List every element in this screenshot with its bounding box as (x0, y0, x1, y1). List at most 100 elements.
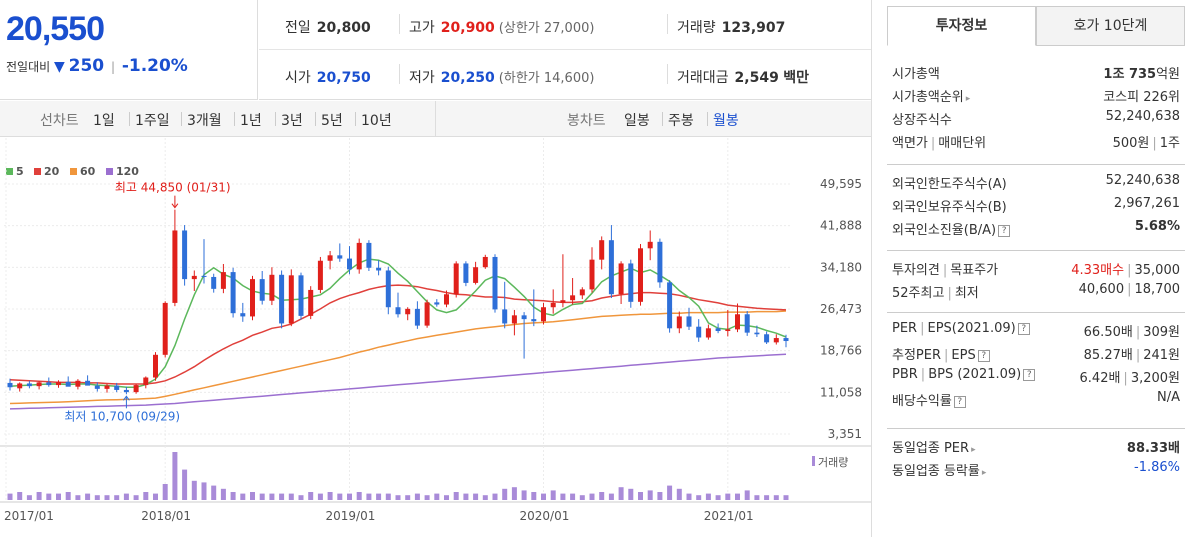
volume-bar (75, 495, 81, 500)
period-2[interactable]: 3개월 (187, 113, 222, 129)
volume-bar (191, 480, 197, 500)
investment-info-panel: 투자정보 호가 10단계 시가총액 1조 735억원 시가총액순위 ▸ 코스피 226위… (871, 0, 1192, 537)
volume-bar (279, 493, 285, 500)
tab-order-book[interactable]: 호가 10단계 (1036, 6, 1185, 46)
stat-low: 저가 20,250 (하한가 14,600) (409, 70, 595, 86)
candle-1[interactable]: 주봉 (668, 113, 694, 129)
change-value: 250 (68, 56, 105, 76)
legend-label-20: 20 (44, 165, 60, 178)
legend-swatch-20 (34, 168, 41, 175)
y-tick-6: 3,351 (828, 427, 862, 441)
ma60-line (9, 310, 787, 405)
volume-bar (85, 493, 91, 500)
period-1[interactable]: 1주일 (135, 113, 170, 129)
candle-body (317, 260, 323, 290)
candle-body (453, 263, 459, 295)
chevron-right-icon[interactable]: ▸ (981, 468, 987, 478)
candle-body (424, 302, 430, 326)
stat-volume: 거래량 123,907 (677, 20, 786, 36)
info-group-5: 동일업종 PER ▸ 88.33배 동일업종 등락률 ▸ -1.86% (887, 428, 1185, 480)
candle-body (696, 326, 702, 338)
period-3[interactable]: 1년 (240, 113, 262, 129)
candle-body (279, 274, 285, 324)
candle-body (191, 275, 197, 280)
volume-bar (638, 492, 643, 500)
info-row: 외국인한도주식수(A) 52,240,638 (892, 173, 1180, 192)
volume-bar (26, 495, 32, 500)
legend-label-5: 5 (16, 165, 24, 178)
legend-swatch-120 (106, 168, 113, 175)
volume-bar (201, 482, 207, 500)
help-icon[interactable]: ? (953, 395, 966, 408)
candle-body (783, 338, 789, 342)
candle-body (7, 382, 13, 388)
volume-bar (356, 492, 362, 500)
help-icon[interactable]: ? (1017, 322, 1030, 335)
info-row: 추정PER | EPS? 85.27배 | 241원 (892, 348, 1180, 363)
candle-body (405, 308, 411, 315)
candle-body (599, 240, 605, 260)
volume-bar (579, 495, 585, 500)
candle-body (172, 230, 178, 303)
volume-bar (599, 492, 605, 500)
volume-bar (492, 493, 498, 500)
candle-body (395, 307, 401, 315)
period-6[interactable]: 10년 (361, 113, 392, 129)
candle-body (36, 382, 42, 387)
volume-bar (589, 493, 595, 500)
volume-bar (220, 488, 226, 500)
help-icon[interactable]: ? (998, 224, 1011, 237)
volume-bar (133, 495, 139, 500)
x-tick-1: 2018/01 (141, 509, 191, 523)
candle-body (647, 241, 653, 249)
volume-bar (259, 493, 265, 500)
candle-body (414, 308, 420, 326)
volume-bar (773, 495, 779, 500)
chevron-right-icon[interactable]: ▸ (965, 94, 971, 104)
volume-bar (153, 493, 158, 500)
volume-bar (754, 495, 760, 500)
info-row: 액면가 | 매매단위 500원 | 1주 (892, 136, 1180, 151)
help-icon[interactable]: ? (977, 349, 990, 362)
candle-chart-label: 봉차트 (567, 113, 606, 129)
period-5[interactable]: 5년 (321, 113, 343, 129)
volume-bar (735, 493, 740, 500)
candle-body (638, 248, 643, 302)
volume-bar (327, 492, 333, 500)
candle-body (511, 315, 517, 324)
period-0[interactable]: 1일 (93, 113, 115, 129)
volume-bar (405, 495, 411, 500)
candle-0[interactable]: 일봉 (624, 113, 650, 129)
tab-investment-info[interactable]: 투자정보 (887, 6, 1036, 46)
volume-bar (725, 493, 731, 500)
volume-bar (298, 495, 304, 500)
y-tick-2: 34,180 (820, 260, 862, 274)
volume-bar (230, 492, 236, 500)
chevron-right-icon[interactable]: ▸ (971, 445, 976, 455)
candle-body (182, 230, 188, 280)
candle-body (327, 255, 333, 261)
info-row: 투자의견 | 목표주가 4.33매수 | 35,000 (892, 263, 1180, 278)
volume-bar (570, 493, 576, 500)
candle-body (298, 275, 304, 316)
volume-bar (317, 493, 323, 500)
y-tick-3: 26,473 (820, 302, 862, 316)
volume-bar (36, 492, 42, 500)
low-annotation: 최저 10,700 (09/29) (64, 409, 180, 423)
volume-bar (376, 493, 382, 500)
candle-body (240, 313, 246, 317)
candle-body (143, 377, 149, 386)
volume-bar (667, 485, 673, 500)
y-tick-4: 18,766 (820, 344, 862, 358)
candle-body (230, 272, 236, 314)
stat-open: 시가 20,750 (285, 70, 371, 86)
period-4[interactable]: 3년 (281, 113, 303, 129)
candle-2[interactable]: 월봉 (713, 113, 739, 129)
volume-bar (560, 493, 566, 500)
volume-bar (686, 493, 692, 500)
candle-body (628, 263, 634, 302)
x-tick-4: 2021/01 (704, 509, 754, 523)
volume-bar (240, 493, 246, 500)
candle-body (114, 385, 120, 390)
help-icon[interactable]: ? (1023, 368, 1036, 381)
